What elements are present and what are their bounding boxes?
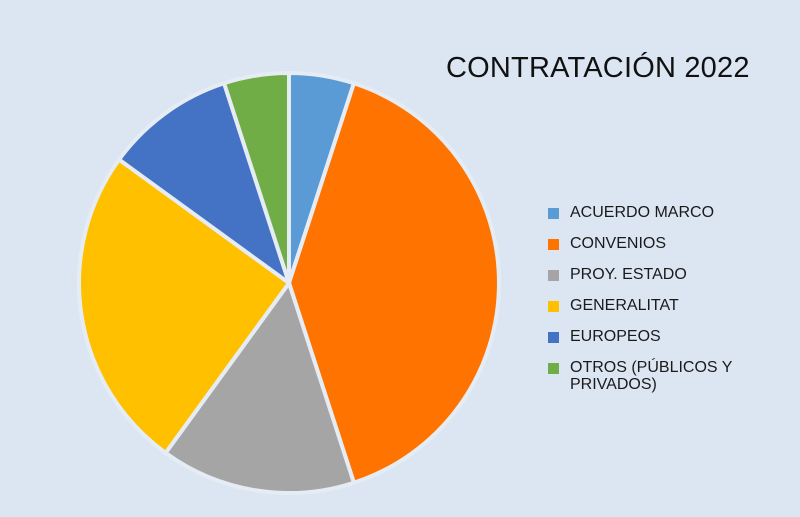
legend-label: ACUERDO MARCO [570,204,715,221]
legend-item: GENERALITAT [548,297,788,314]
pie-slice-europeos [117,81,291,285]
pie-slice-proy-estado [163,281,356,495]
legend-label: EUROPEOS [570,328,661,345]
legend-label: CONVENIOS [570,235,667,252]
pie-slice-convenios [287,81,501,485]
pie-slice-otros-públicos-y-privados [222,71,291,285]
pie-slice-generalitat [77,157,291,455]
legend-item: EUROPEOS [548,328,788,345]
legend-swatch-generalitat [548,301,559,312]
legend-item: PROY. ESTADO [548,266,788,283]
legend-swatch-acuerdo-marco [548,208,559,219]
chart-title: CONTRATACIÓN 2022 [446,52,750,84]
legend-label: PROY. ESTADO [570,266,687,283]
legend-label: GENERALITAT [570,297,679,314]
legend-swatch-convenios [548,239,559,250]
legend-item: OTROS (PÚBLICOS Y PRIVADOS) [548,359,788,393]
legend-item: CONVENIOS [548,235,788,252]
legend-item: ACUERDO MARCO [548,204,788,221]
legend-swatch-europeos [548,332,559,343]
legend: ACUERDO MARCO CONVENIOS PROY. ESTADO GEN… [548,204,788,407]
legend-swatch-otros [548,363,559,374]
legend-label: OTROS (PÚBLICOS Y PRIVADOS) [570,359,733,393]
legend-swatch-proy-estado [548,270,559,281]
